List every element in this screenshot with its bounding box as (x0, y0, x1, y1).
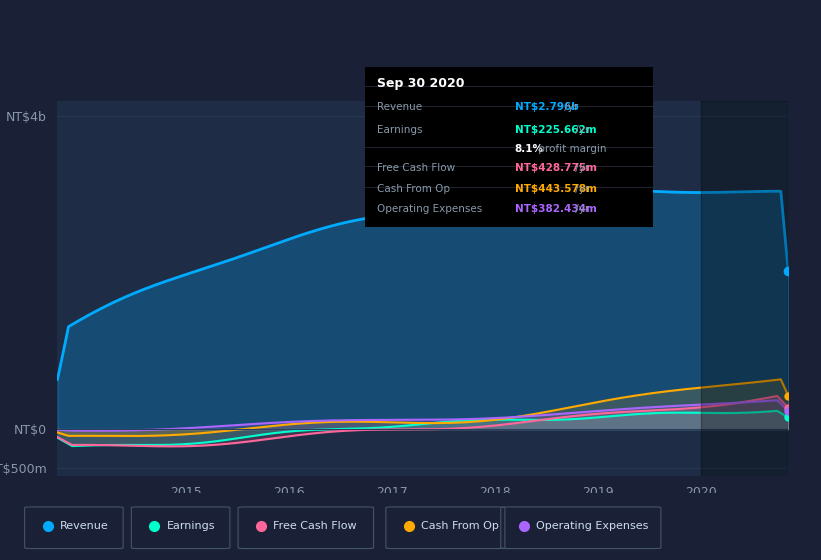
Text: Free Cash Flow: Free Cash Flow (273, 521, 357, 531)
Text: NT$225.662m: NT$225.662m (515, 125, 596, 134)
Text: /yr: /yr (571, 184, 589, 194)
Text: NT$2.796b: NT$2.796b (515, 102, 579, 113)
Text: NT$443.578m: NT$443.578m (515, 184, 597, 194)
Text: NT$428.775m: NT$428.775m (515, 163, 597, 173)
Text: Earnings: Earnings (377, 125, 422, 134)
Text: /yr: /yr (571, 125, 589, 134)
Text: Revenue: Revenue (60, 521, 108, 531)
Text: Cash From Op: Cash From Op (421, 521, 499, 531)
Text: Cash From Op: Cash From Op (377, 184, 450, 194)
Text: 8.1%: 8.1% (515, 144, 544, 154)
Text: Operating Expenses: Operating Expenses (377, 204, 482, 214)
Text: profit margin: profit margin (535, 144, 607, 154)
Text: Operating Expenses: Operating Expenses (536, 521, 649, 531)
Text: /yr: /yr (562, 102, 579, 113)
Text: Revenue: Revenue (377, 102, 422, 113)
Text: Earnings: Earnings (167, 521, 215, 531)
Text: Sep 30 2020: Sep 30 2020 (377, 77, 465, 90)
Bar (700, 101, 788, 476)
Text: /yr: /yr (571, 163, 589, 173)
Text: NT$382.434m: NT$382.434m (515, 204, 597, 214)
Text: Free Cash Flow: Free Cash Flow (377, 163, 455, 173)
Text: /yr: /yr (571, 204, 589, 214)
